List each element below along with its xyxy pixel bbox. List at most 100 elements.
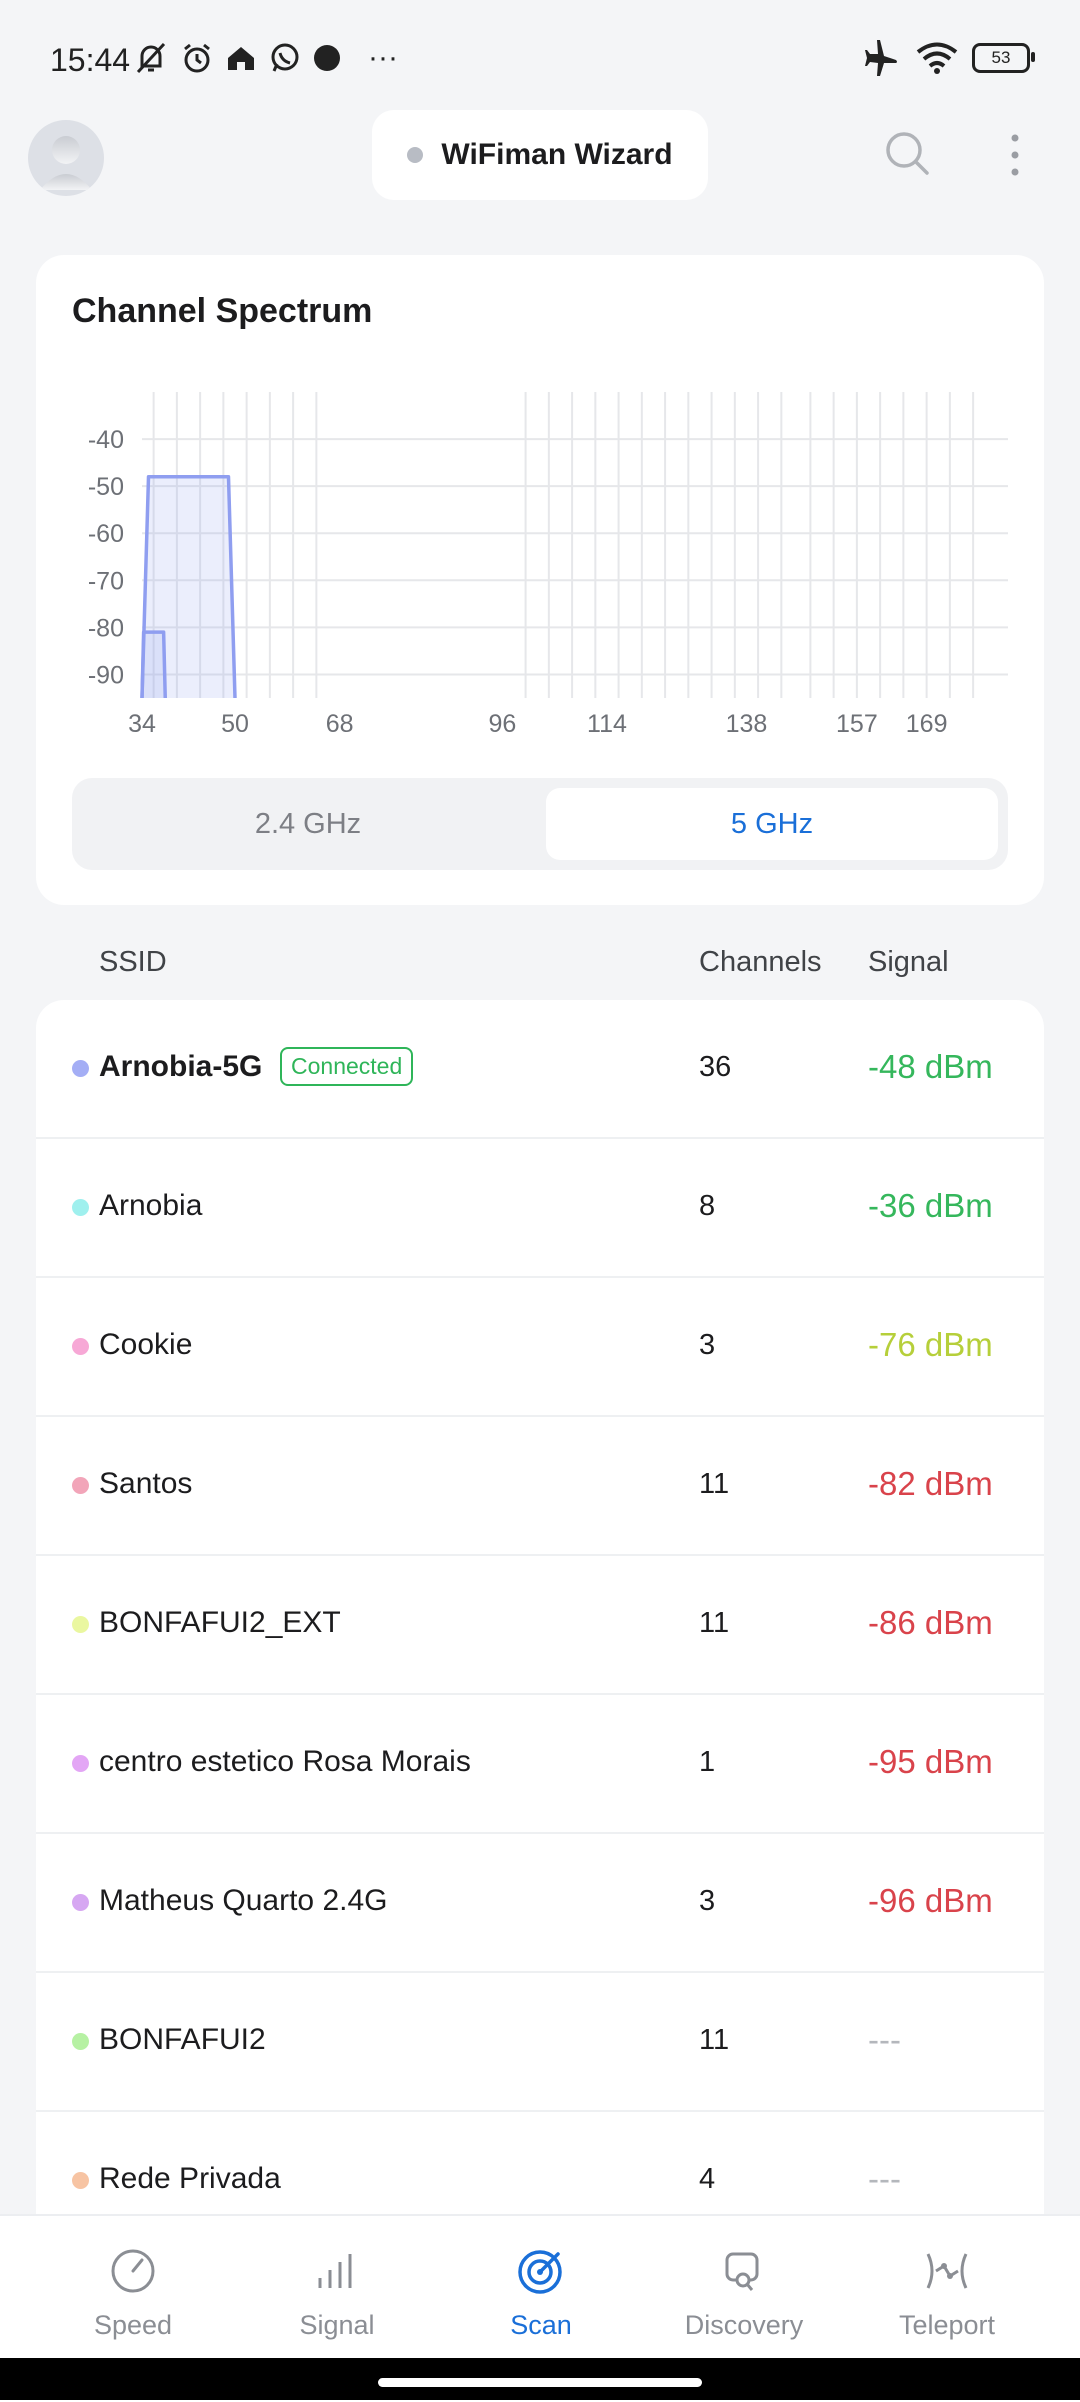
- network-color-dot: [72, 2172, 89, 2189]
- network-color-dot: [72, 1894, 89, 1911]
- battery-indicator: 53: [972, 43, 1035, 73]
- signal-bars-icon: [318, 2254, 352, 2288]
- network-color-dot: [72, 1616, 89, 1633]
- signal-outline: [140, 630, 167, 699]
- more-options-icon[interactable]: [1000, 130, 1030, 180]
- status-left-icons: ···: [132, 40, 398, 76]
- nav-teleport[interactable]: Teleport: [847, 2246, 1047, 2341]
- network-signal: -76 dBm: [868, 1326, 993, 1363]
- network-ssid: BONFAFUI2: [99, 2023, 266, 2056]
- network-row[interactable]: Rede Privada 4 ---: [36, 2112, 1044, 2215]
- network-channel: 3: [699, 1885, 716, 1917]
- record-icon: [314, 45, 340, 71]
- nav-label: Speed: [93, 2310, 173, 2340]
- card-title: Channel Spectrum: [72, 292, 373, 330]
- x-tick-label: 138: [726, 710, 768, 738]
- network-ssid: BONFAFUI2_EXT: [99, 1606, 341, 1639]
- column-header-channels[interactable]: Channels: [699, 946, 822, 978]
- x-tick-label: 96: [488, 710, 516, 738]
- network-row[interactable]: BONFAFUI2_EXT 11 -86 dBm: [36, 1556, 1044, 1695]
- network-color-dot: [72, 2033, 89, 2050]
- network-signal: -95 dBm: [868, 1743, 993, 1780]
- speedometer-icon: [111, 2249, 155, 2293]
- network-row[interactable]: Arnobia-5G Connected 36 -48 dBm: [36, 1000, 1044, 1139]
- y-tick-label: -80: [88, 614, 124, 642]
- nav-scan[interactable]: Scan: [441, 2246, 641, 2341]
- network-channel: 11: [699, 1468, 730, 1500]
- status-right-icons: 53: [862, 40, 1035, 76]
- device-search-icon: [725, 2252, 759, 2291]
- wifi-icon: [916, 42, 958, 74]
- teleport-icon: [926, 2253, 968, 2289]
- x-tick-label: 114: [587, 710, 627, 738]
- band-2-4ghz-tab[interactable]: 2.4 GHz: [254, 807, 362, 840]
- y-tick-label: -50: [88, 473, 124, 501]
- network-color-dot: [72, 1199, 89, 1216]
- column-header-signal[interactable]: Signal: [868, 946, 949, 978]
- network-ssid: Arnobia-5G: [99, 1050, 263, 1083]
- y-tick-label: -40: [88, 426, 124, 454]
- network-row[interactable]: BONFAFUI2 11 ---: [36, 1973, 1044, 2112]
- nav-label: Discovery: [684, 2310, 804, 2340]
- status-time: 15:44: [50, 42, 131, 78]
- radar-icon: [518, 2250, 562, 2294]
- y-tick-label: -70: [88, 567, 124, 595]
- network-signal: -48 dBm: [868, 1048, 993, 1085]
- home-icon: [228, 47, 254, 70]
- column-header-ssid[interactable]: SSID: [99, 946, 167, 978]
- network-ssid: Arnobia: [99, 1189, 203, 1222]
- nav-discovery[interactable]: Discovery: [644, 2246, 844, 2341]
- bell-off-icon: [136, 42, 166, 74]
- network-color-dot: [72, 1060, 89, 1077]
- network-ssid: Cookie: [99, 1328, 193, 1361]
- y-tick-label: -90: [88, 661, 124, 689]
- nav-label: Teleport: [898, 2310, 996, 2340]
- network-signal: -86 dBm: [868, 1604, 993, 1641]
- nav-label: Scan: [510, 2310, 572, 2340]
- network-ssid: Rede Privada: [99, 2162, 281, 2195]
- avatar[interactable]: [28, 120, 104, 196]
- x-tick-label: 34: [128, 710, 156, 738]
- x-tick-label: 169: [906, 710, 948, 738]
- network-channel: 1: [699, 1746, 716, 1778]
- x-tick-label: 50: [221, 710, 249, 738]
- status-dot: [407, 147, 424, 163]
- network-signal: ---: [868, 2160, 901, 2197]
- y-tick-label: -60: [88, 520, 124, 548]
- connected-badge: Connected: [280, 1047, 414, 1086]
- network-channel: 11: [699, 2024, 730, 2056]
- network-color-dot: [72, 1338, 89, 1355]
- band-5ghz-tab[interactable]: 5 GHz: [546, 788, 998, 860]
- network-row[interactable]: Santos 11 -82 dBm: [36, 1417, 1044, 1556]
- network-row[interactable]: Matheus Quarto 2.4G 3 -96 dBm: [36, 1834, 1044, 1973]
- network-row[interactable]: Cookie 3 -76 dBm: [36, 1278, 1044, 1417]
- nav-label: Signal: [299, 2310, 375, 2340]
- network-channel: 4: [699, 2163, 716, 2195]
- signal-outline: [140, 474, 237, 699]
- network-color-dot: [72, 1755, 89, 1772]
- network-channel: 36: [699, 1051, 732, 1083]
- x-tick-label: 68: [326, 710, 354, 738]
- network-signal: -36 dBm: [868, 1187, 993, 1224]
- network-color-dot: [72, 1477, 89, 1494]
- alarm-icon: [184, 43, 210, 73]
- wifiman-wizard-button[interactable]: WiFiman Wizard: [372, 110, 708, 200]
- network-signal: -82 dBm: [868, 1465, 993, 1502]
- user-avatar-icon: [40, 136, 92, 190]
- home-indicator[interactable]: [378, 2378, 702, 2387]
- nav-speed[interactable]: Speed: [33, 2246, 233, 2341]
- network-channel: 3: [699, 1329, 716, 1361]
- network-row[interactable]: centro estetico Rosa Morais 1 -95 dBm: [36, 1695, 1044, 1834]
- network-ssid: centro estetico Rosa Morais: [99, 1745, 471, 1778]
- status-bar: 15:44 ··· 53: [0, 0, 1080, 110]
- nav-signal[interactable]: Signal: [237, 2246, 437, 2341]
- network-ssid: Santos: [99, 1467, 193, 1500]
- network-row[interactable]: Arnobia 8 -36 dBm: [36, 1139, 1044, 1278]
- band-selector: 2.4 GHz 5 GHz: [72, 778, 1008, 870]
- network-channel: 8: [699, 1190, 716, 1222]
- network-signal: -96 dBm: [868, 1882, 993, 1919]
- network-list: Arnobia-5G Connected 36 -48 dBm Arnobia 8 -36 …: [36, 1000, 1044, 2215]
- airplane-mode-icon: [865, 40, 897, 76]
- search-icon[interactable]: [882, 128, 932, 178]
